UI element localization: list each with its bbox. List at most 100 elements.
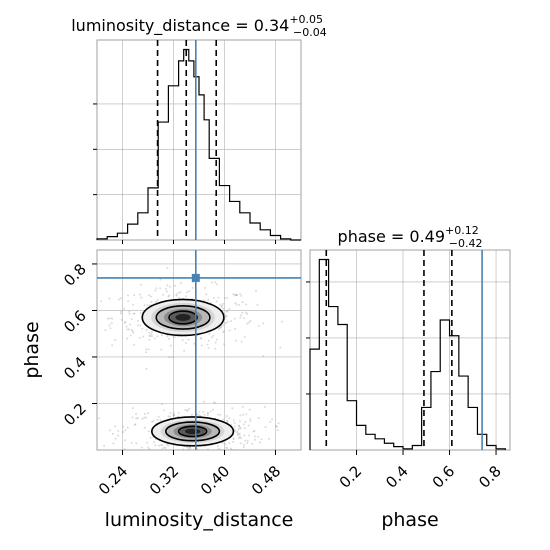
- scatter-point: [161, 447, 164, 450]
- joint-density-frame: [96, 249, 302, 451]
- scatter-point: [168, 285, 171, 288]
- scatter-point: [244, 439, 247, 442]
- scatter-point: [239, 442, 242, 445]
- phase-title-median: 0.49: [409, 227, 445, 246]
- contour-line: [165, 421, 221, 442]
- scatter-point: [221, 302, 224, 305]
- y-tick-label: 0.4: [60, 353, 90, 383]
- scatter-point: [242, 423, 245, 426]
- scatter-point: [143, 426, 146, 429]
- scatter-point: [222, 453, 224, 455]
- scatter-point: [279, 346, 282, 349]
- scatter-point: [240, 340, 243, 343]
- scatter-point: [126, 337, 129, 340]
- scatter-point: [220, 448, 223, 450]
- scatter-point: [221, 449, 223, 450]
- scatter-point: [143, 416, 146, 419]
- scatter-point: [200, 344, 203, 347]
- contour-line: [151, 416, 235, 447]
- scatter-point: [109, 327, 112, 330]
- scatter-point: [132, 331, 135, 334]
- phase-histogram-steps: [309, 258, 506, 450]
- scatter-point: [232, 419, 235, 422]
- scatter-point: [146, 441, 149, 444]
- scatter-point: [186, 291, 189, 294]
- scatter-point: [231, 449, 234, 450]
- scatter-point: [150, 332, 153, 335]
- scatter-point: [184, 451, 186, 453]
- x-tick-label: 0.40: [197, 462, 233, 498]
- scatter-point: [245, 453, 247, 455]
- scatter-point: [185, 465, 187, 467]
- scatter-point: [114, 425, 117, 428]
- scatter-point: [133, 343, 136, 346]
- scatter-point: [123, 448, 126, 450]
- scatter-point: [257, 435, 260, 438]
- scatter-point: [147, 446, 150, 449]
- scatter-point: [239, 414, 242, 417]
- scatter-point: [150, 451, 152, 453]
- scatter-point: [200, 337, 203, 340]
- scatter-point: [145, 351, 148, 354]
- scatter-point: [232, 438, 235, 441]
- scatter-point: [246, 322, 249, 325]
- x-tick-label: 0.32: [146, 462, 182, 498]
- scatter-point: [224, 443, 227, 446]
- scatter-point: [147, 294, 150, 297]
- scatter-point: [234, 328, 237, 331]
- scatter-point: [123, 321, 126, 324]
- scatter-point: [242, 443, 245, 446]
- scatter-point: [249, 319, 252, 322]
- scatter-point: [145, 416, 148, 419]
- scatter-point: [271, 418, 274, 421]
- scatter-point: [124, 439, 127, 442]
- scatter-point: [150, 300, 153, 303]
- scatter-point: [216, 444, 219, 447]
- scatter-point: [88, 428, 90, 430]
- phase-title-minus: −0.42: [449, 237, 483, 250]
- scatter-point: [225, 415, 228, 418]
- scatter-point: [179, 282, 182, 285]
- scatter-point: [276, 429, 279, 432]
- x-tick-label: 0.4: [382, 462, 412, 492]
- scatter-point: [136, 319, 139, 322]
- scatter-point: [120, 318, 123, 321]
- phase-title-prefix: phase =: [338, 227, 410, 246]
- scatter-point: [238, 420, 241, 423]
- scatter-point: [169, 412, 172, 415]
- scatter-point: [234, 454, 236, 456]
- phase-histogram-frame: [309, 249, 511, 451]
- joint-y-ticks: 0.2 0.4 0.6 0.8: [60, 260, 97, 429]
- scatter-point: [111, 432, 114, 435]
- scatter-point: [214, 281, 217, 284]
- contour-line: [141, 298, 225, 337]
- luminosity-distance-histogram-panel: luminosity_distance = 0.34+0.05 −0.04: [71, 13, 327, 244]
- scatter-point: [225, 315, 228, 318]
- scatter-point: [151, 335, 154, 338]
- scatter-point: [132, 455, 134, 457]
- scatter-point: [117, 434, 120, 437]
- scatter-point: [208, 332, 211, 335]
- scatter-point: [191, 286, 194, 289]
- scatter-point: [259, 441, 262, 444]
- scatter-point: [219, 413, 222, 416]
- scatter-point: [241, 405, 244, 408]
- scatter-point: [145, 367, 148, 370]
- phase-title-plus: +0.12: [445, 224, 479, 237]
- scatter-point: [132, 312, 135, 315]
- scatter-point: [232, 437, 235, 440]
- scatter-point: [148, 448, 151, 450]
- scatter-point: [90, 418, 92, 420]
- y-tick-label: 0.8: [60, 260, 90, 290]
- scatter-point: [213, 457, 215, 459]
- scatter-point: [246, 439, 249, 442]
- scatter-point: [232, 440, 235, 443]
- scatter-point: [165, 290, 168, 293]
- scatter-point: [182, 448, 185, 450]
- scatter-point: [215, 338, 218, 341]
- scatter-point: [237, 433, 240, 436]
- scatter-point: [241, 311, 244, 314]
- scatter-point: [228, 308, 231, 311]
- scatter-point: [161, 444, 164, 447]
- scatter-point: [175, 294, 178, 297]
